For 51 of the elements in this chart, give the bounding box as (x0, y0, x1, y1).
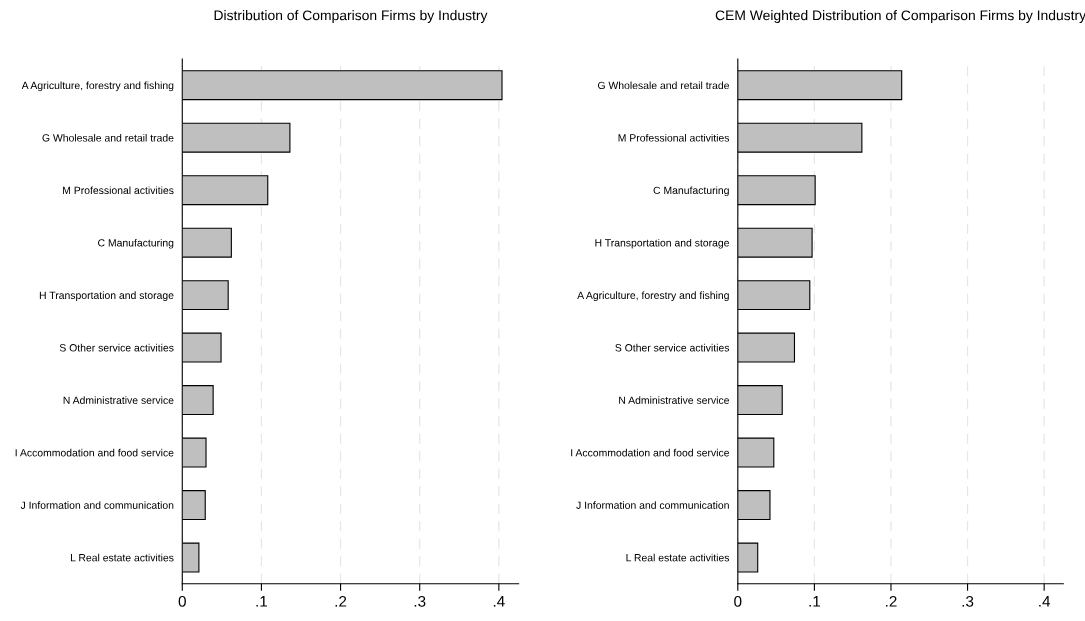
bar (737, 227, 813, 258)
y-tick-label: G Wholesale and retail trade (42, 133, 174, 142)
bar (737, 122, 863, 153)
bar (737, 280, 811, 311)
x-tick-label: .1 (809, 596, 821, 607)
bar (737, 332, 796, 363)
y-tick-label: N Administrative service (63, 396, 174, 404)
y-tick-label: I Accommodation and food service (571, 448, 730, 457)
chart-title: Distribution of Comparison Firms by Industry (214, 10, 488, 23)
bar (182, 385, 214, 416)
y-tick-label: L Real estate activities (626, 553, 730, 562)
y-tick-label: M Professional activities (618, 133, 730, 142)
x-tick-label: 0 (734, 595, 742, 607)
bar (737, 175, 816, 206)
bar (737, 490, 771, 521)
bar (182, 332, 222, 363)
y-tick-label: S Other service activities (615, 343, 730, 352)
y-tick-label: J Information and communication (576, 501, 729, 509)
y-tick-label: J Information and communication (20, 501, 174, 509)
bar (182, 542, 200, 573)
y-tick-label: N Administrative service (619, 396, 730, 404)
x-tick-label: .1 (256, 596, 268, 607)
x-tick-label: .2 (886, 595, 897, 607)
y-tick-label: C Manufacturing (653, 186, 729, 197)
x-tick-label: .3 (962, 595, 974, 607)
y-tick-label: H Transportation and storage (595, 238, 730, 249)
x-tick-label: .2 (335, 595, 347, 607)
y-tick-label: A Agriculture, forestry and fishing (577, 291, 729, 302)
bar (182, 122, 291, 153)
bar (737, 385, 783, 416)
y-tick-label: A Agriculture, forestry and fishing (21, 81, 174, 92)
bar (737, 70, 903, 101)
bar (182, 280, 229, 311)
y-tick-label: S Other service activities (59, 343, 174, 352)
y-tick-label: M Professional activities (63, 186, 174, 195)
bar (182, 227, 232, 258)
x-tick-label: .4 (493, 596, 505, 607)
bar (737, 437, 775, 468)
y-tick-label: I Accommodation and food service (15, 448, 174, 457)
x-tick-label: .3 (414, 595, 426, 607)
bar (182, 437, 207, 468)
y-tick-label: H Transportation and storage (39, 291, 174, 302)
x-tick-label: 0 (178, 595, 186, 607)
bar (182, 490, 206, 521)
y-tick-label: L Real estate activities (70, 553, 174, 562)
bar (182, 70, 503, 101)
bar (737, 542, 759, 573)
bar (182, 175, 269, 206)
x-tick-label: .4 (1039, 596, 1051, 607)
y-tick-label: G Wholesale and retail trade (597, 81, 730, 90)
y-tick-label: C Manufacturing (98, 238, 174, 249)
